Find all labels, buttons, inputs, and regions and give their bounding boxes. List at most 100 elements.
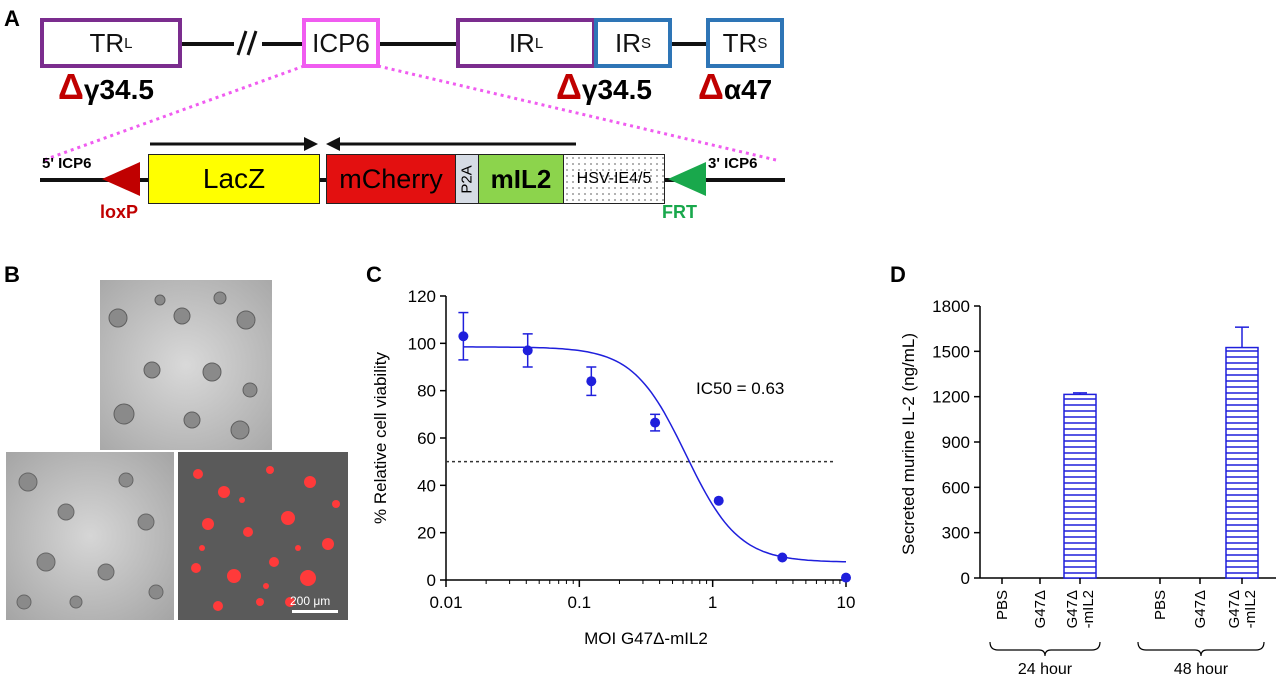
group-bracket: [1137, 641, 1265, 657]
mcherry-label: mCherry: [339, 163, 443, 194]
y-tick-label: 40: [417, 476, 436, 495]
category-label-line: PBS: [1152, 590, 1169, 620]
micrograph-mcherry-overlay: 200 μm: [178, 452, 348, 620]
category-label-line: PBS: [994, 590, 1011, 620]
panel-letter-c: C: [366, 262, 382, 287]
icp6-label: ICP6: [312, 27, 370, 58]
genome-break-icon: [232, 28, 262, 58]
category-label-line: -mIL2: [1242, 590, 1259, 628]
irl-subscript: L: [534, 34, 544, 52]
irs-label: IR: [614, 27, 641, 58]
data-point: [713, 495, 724, 506]
mcherry-gene: mCherry: [326, 154, 456, 204]
y-tick-label: 0: [427, 571, 436, 590]
scale-bar: [292, 610, 338, 613]
y-tick-label: 300: [942, 524, 970, 543]
y-tick-label: 80: [417, 382, 436, 401]
category-label-line: G47Δ: [1226, 590, 1243, 628]
category-label-line: G47Δ: [1064, 590, 1081, 628]
genome-backbone: [670, 42, 708, 46]
deletion-delta-icon: Δ: [556, 66, 582, 107]
x-tick-label: 0.1: [568, 593, 592, 612]
x-tick-label: 0.01: [429, 593, 462, 612]
deletion-delta-icon: Δ: [58, 66, 84, 107]
irs-subscript: S: [640, 34, 651, 52]
trl-region: TR L: [40, 18, 182, 68]
deletion-label: γ34.5: [581, 74, 652, 105]
group-label: 24 hour: [1018, 661, 1073, 678]
trl-subscript: L: [124, 34, 133, 52]
y-tick-label: 1500: [932, 342, 970, 361]
trs-label: TR: [722, 27, 758, 58]
category-label-line: G47Δ: [1032, 590, 1049, 628]
lacz-gene: LacZ: [148, 154, 320, 204]
frt-label: FRT: [662, 202, 697, 222]
x-tick-label: 1: [708, 593, 717, 612]
data-point: [841, 572, 851, 583]
bar: [1063, 393, 1097, 579]
micrograph-brightfield-bottom: [6, 452, 174, 620]
deletion-label: γ34.5: [83, 74, 154, 105]
y-tick-label: 600: [942, 478, 970, 497]
y-tick-label: 20: [417, 524, 436, 543]
icp6-region: ICP6: [302, 18, 380, 68]
irl-region: IR L: [456, 18, 596, 68]
dose-response-fit-curve: [463, 346, 847, 563]
p2a-element: P2A: [455, 154, 479, 204]
p2a-label: P2A: [458, 164, 476, 194]
zoom-guide-lines: [43, 64, 777, 162]
three-prime-icp6-label: 3' ICP6: [708, 155, 758, 172]
data-point: [586, 376, 597, 387]
x-tick-label: 10: [837, 593, 856, 612]
y-tick-label: 900: [942, 433, 970, 452]
trs-subscript: S: [757, 34, 768, 52]
deletion-gamma34-5-right: Δγ34.5: [556, 66, 652, 108]
panel-letter-b: B: [4, 262, 20, 287]
hsv-ie4-5-promoter: HSV-IE4/5: [563, 154, 665, 204]
loxp-label: loxP: [100, 202, 139, 222]
transcription-arrows: [150, 137, 576, 151]
data-point: [458, 331, 469, 342]
deletion-label: α47: [723, 74, 773, 105]
group-label: 48 hour: [1174, 661, 1229, 678]
x-axis-label: MOI G47Δ-mIL2: [584, 629, 708, 648]
y-axis-label: % Relative cell viability: [371, 352, 390, 524]
trs-region: TR S: [706, 18, 784, 68]
category-label: PBS: [994, 590, 1011, 620]
data-point: [777, 552, 788, 563]
trl-label: TR: [89, 27, 125, 58]
y-axis-label: Secreted murine IL-2 (ng/mL): [899, 333, 918, 555]
group-bracket: [989, 641, 1101, 657]
category-label: G47Δ: [1032, 590, 1049, 628]
mil2-gene: mIL2: [478, 154, 564, 204]
deletion-gamma34-5-left: Δγ34.5: [58, 66, 154, 108]
deletion-delta-icon: Δ: [698, 66, 724, 107]
genome-backbone: [378, 42, 458, 46]
y-tick-label: 1200: [932, 388, 970, 407]
category-label-line: G47Δ: [1192, 590, 1209, 628]
data-point: [650, 417, 661, 428]
bar: [1225, 346, 1259, 579]
y-tick-label: 120: [408, 287, 436, 306]
promoter-label: HSV-IE4/5: [576, 170, 652, 187]
genome-backbone: [262, 42, 304, 46]
category-label: G47Δ: [1192, 590, 1209, 628]
ic50-annotation: IC50 = 0.63: [696, 379, 784, 398]
data-point: [522, 345, 533, 356]
frt-site-icon: [668, 162, 708, 201]
panel-letter-d: D: [890, 262, 906, 287]
loxp-site-icon: [102, 162, 142, 201]
five-prime-icp6-label: 5' ICP6: [42, 155, 92, 172]
genome-backbone: [180, 42, 234, 46]
micrograph-brightfield-top: [100, 280, 272, 450]
category-label: G47Δ -mIL2: [1226, 590, 1259, 628]
scale-bar-label: 200 μm: [290, 594, 331, 608]
y-tick-label: 100: [408, 334, 436, 353]
mil2-label: mIL2: [490, 163, 552, 194]
lacz-label: LacZ: [202, 163, 266, 194]
category-label-line: -mIL2: [1080, 590, 1097, 628]
panel-letter-a: A: [4, 6, 20, 31]
y-tick-label: 1800: [932, 297, 970, 316]
category-label: G47Δ -mIL2: [1064, 590, 1097, 628]
